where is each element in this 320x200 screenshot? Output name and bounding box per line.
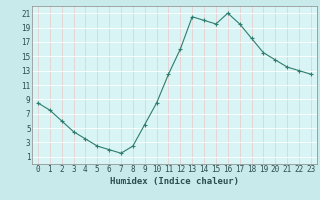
X-axis label: Humidex (Indice chaleur): Humidex (Indice chaleur) (110, 177, 239, 186)
